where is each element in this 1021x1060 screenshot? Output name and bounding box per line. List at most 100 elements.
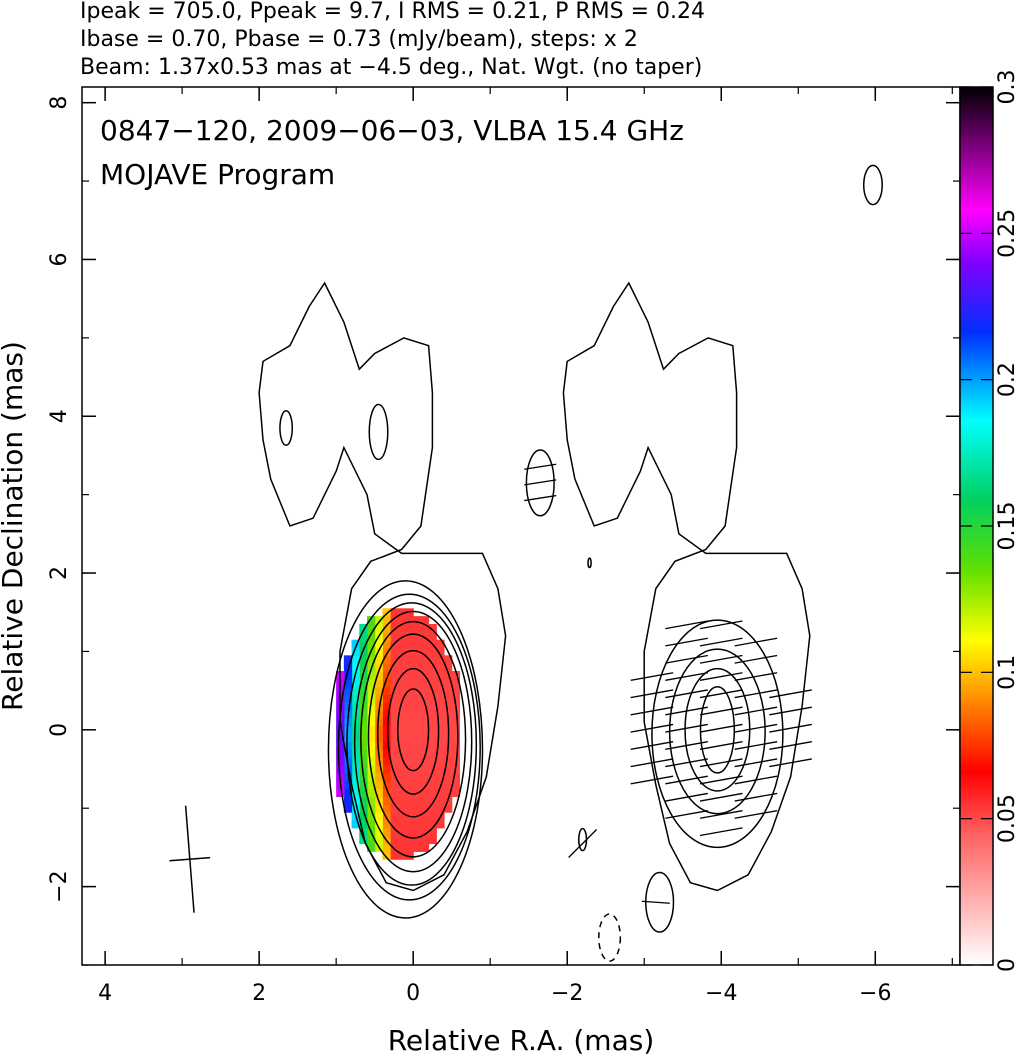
fracpol-pixel <box>359 749 368 758</box>
y-axis-label: Relative Declination (mas) <box>0 341 29 711</box>
fracpol-pixel <box>366 725 376 735</box>
fracpol-pixel <box>366 733 376 743</box>
fracpol-pixel <box>428 741 437 751</box>
evpa-vector <box>734 792 778 802</box>
fracpol-pixel <box>428 710 437 719</box>
evpa-vector <box>699 775 743 785</box>
fracpol-pixel <box>382 686 391 696</box>
fracpol-pixel <box>336 757 345 766</box>
core-contour-level <box>376 649 450 818</box>
fracpol-pixel <box>351 733 360 743</box>
fracpol-pixel <box>397 812 407 821</box>
fracpol-pixel <box>390 725 399 735</box>
fracpol-pixel <box>366 757 376 766</box>
fracpol-pixel <box>397 819 407 829</box>
fracpol-pixel <box>374 827 383 837</box>
x-tick-label: −6 <box>859 981 891 1006</box>
fracpol-pixel <box>382 725 391 735</box>
fracpol-pixel <box>405 804 414 813</box>
fracpol-pixel <box>436 741 445 751</box>
evpa-vector <box>524 479 557 486</box>
evpa-vector <box>734 810 778 819</box>
fracpol-pixel <box>405 608 414 617</box>
fracpol-pixel <box>428 788 437 798</box>
y-tick-label: 0 <box>47 723 72 737</box>
fracpol-pixel <box>413 843 422 852</box>
fracpol-pixel <box>366 772 376 782</box>
fracpol-pixel <box>413 827 422 837</box>
fracpol-pixel <box>451 741 460 751</box>
fracpol-pixel <box>390 819 399 829</box>
fracpol-pixel <box>382 671 391 680</box>
fracpol-pixel <box>336 765 345 774</box>
fracpol-pixel <box>436 796 445 805</box>
fracpol-pixel <box>397 655 407 664</box>
fracpol-pixel <box>443 788 453 798</box>
beam-minor-axis <box>169 856 211 862</box>
fracpol-pixel <box>343 702 353 711</box>
fracpol-pixel <box>428 671 437 680</box>
fracpol-pixel <box>413 718 422 727</box>
fracpol-pixel <box>443 804 453 813</box>
fracpol-pixel <box>420 686 430 696</box>
evpa-vector <box>665 810 708 819</box>
fracpol-pixel <box>451 678 460 688</box>
fracpol-pixel <box>390 694 399 703</box>
fracpol-pixel <box>374 639 383 649</box>
fracpol-pixel <box>443 757 453 766</box>
fracpol-pixel <box>390 608 399 617</box>
y-tick-label: 6 <box>47 252 72 266</box>
fracpol-pixel <box>336 749 345 758</box>
fracpol-pixel <box>382 827 391 837</box>
evpa-vector <box>699 758 743 768</box>
fracpol-pixel <box>428 772 437 782</box>
y-tick-label: 2 <box>47 566 72 580</box>
fracpol-pixel <box>397 686 407 696</box>
fracpol-pixel <box>397 788 407 798</box>
fracpol-pixel <box>420 663 430 672</box>
fracpol-pixel <box>366 780 376 790</box>
fracpol-pixel <box>397 772 407 782</box>
fracpol-pixel <box>397 757 407 766</box>
header-line-1: Ipeak = 705.0, Ppeak = 9.7, I RMS = 0.21… <box>80 0 705 24</box>
fracpol-pixel <box>366 702 376 711</box>
fracpol-pixel <box>451 694 460 703</box>
fracpol-pixel <box>374 702 383 711</box>
source-annotation: 0847−120, 2009−06−03, VLBA 15.4 GHz <box>100 114 684 147</box>
fracpol-pixel <box>405 851 414 860</box>
fracpol-pixel <box>382 702 391 711</box>
fracpol-pixel <box>374 671 383 680</box>
evpa-vector <box>665 654 708 664</box>
fracpol-pixel <box>343 678 353 688</box>
fracpol-pixel <box>336 788 345 798</box>
fracpol-pixel <box>436 678 445 688</box>
fracpol-pixel <box>405 796 414 805</box>
fracpol-pixel <box>420 757 430 766</box>
outer-contour-intensity <box>258 281 507 892</box>
fracpol-pixel <box>443 655 453 664</box>
fracpol-pixel <box>359 733 368 743</box>
fracpol-pixel <box>343 733 353 743</box>
evpa-vector <box>630 723 674 733</box>
fracpol-pixel <box>413 819 422 829</box>
fracpol-pixel <box>359 765 368 774</box>
colorbar-tick-label: 0.3 <box>995 70 1020 105</box>
fracpol-pixel <box>436 694 445 703</box>
fracpol-pixel <box>428 718 437 727</box>
plot-area <box>169 164 883 962</box>
fracpol-pixel <box>397 843 407 852</box>
fracpol-pixel <box>366 623 376 633</box>
fracpol-pixel <box>451 725 460 735</box>
fracpol-pixel <box>359 796 368 805</box>
fracpol-pixel <box>420 843 430 852</box>
fracpol-pixel <box>420 725 430 735</box>
fracpol-pixel <box>436 788 445 798</box>
fracpol-pixel <box>397 663 407 672</box>
evpa-vector <box>699 672 743 681</box>
fracpol-pixel <box>443 663 453 672</box>
fracpol-pixel <box>420 639 430 649</box>
fracpol-pixel <box>366 671 376 680</box>
fracpol-pixel <box>420 678 430 688</box>
core-contour-level <box>360 620 467 858</box>
fracpol-pixel <box>374 788 383 798</box>
